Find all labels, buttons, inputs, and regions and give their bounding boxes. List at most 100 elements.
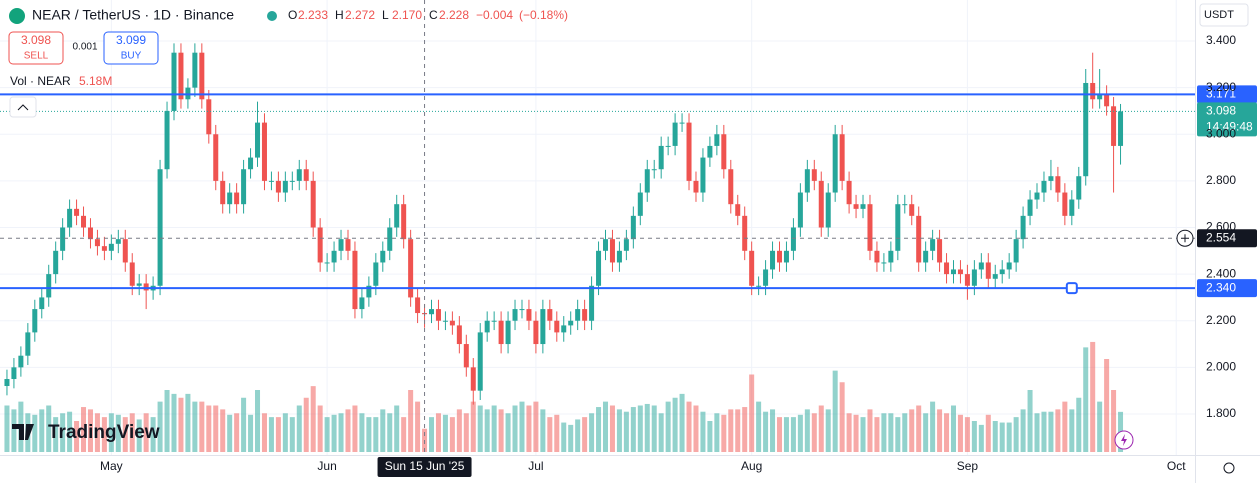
crosshair-date-badge (377, 457, 472, 477)
candle-body (18, 355, 24, 368)
candle-body (867, 204, 873, 251)
sell-label: SELL (24, 51, 49, 62)
candle-body (568, 320, 574, 326)
volume-bar (957, 414, 963, 452)
candle-body (909, 204, 915, 216)
volume-bar (790, 417, 796, 452)
candle-body (331, 250, 337, 263)
volume-bar (1090, 341, 1096, 452)
volume-last: 5.18M (79, 74, 112, 88)
candle-body (602, 239, 609, 251)
candle-body (380, 250, 386, 263)
candle-body (630, 215, 636, 240)
candle-body (756, 285, 762, 287)
volume-bar (665, 401, 671, 452)
volume-bar (1062, 401, 1068, 452)
candle-body (540, 309, 546, 345)
candle-body (129, 262, 135, 286)
volume-bar (1020, 409, 1026, 452)
candle-body (770, 250, 776, 270)
ohlc-value: 2.228 (439, 8, 469, 22)
candle-body (554, 320, 560, 333)
buy-button[interactable] (103, 31, 159, 65)
volume-bar (352, 405, 358, 452)
volume-bar (275, 417, 281, 452)
volume-bar (268, 417, 274, 452)
candle-body (60, 227, 66, 251)
currency-button[interactable] (1199, 3, 1249, 27)
volume-bar (477, 405, 483, 452)
candle-body (94, 239, 100, 247)
add-alert-icon (1181, 234, 1189, 243)
price-badge-label: 3.171 (1206, 87, 1236, 101)
y-tick-label: 2.400 (1206, 266, 1236, 280)
volume-bar (366, 417, 372, 452)
brand-logo (12, 424, 34, 440)
collapse-button[interactable] (9, 96, 37, 118)
candle-body (985, 262, 991, 279)
candle-body (930, 239, 936, 251)
candle-body (561, 325, 567, 333)
candle-body (484, 320, 490, 333)
candle-body (366, 285, 372, 298)
candle-body (115, 239, 121, 244)
volume-bar (484, 409, 490, 452)
candle-body (672, 122, 678, 146)
symbol-title[interactable]: NEAR / TetherUS · 1D · Binance (32, 7, 234, 23)
volume-bar (714, 413, 720, 452)
candle-body (345, 239, 351, 251)
volume-bar (909, 409, 915, 452)
volume-bar (895, 417, 901, 452)
volume-bar (568, 424, 574, 452)
volume-bar (763, 411, 769, 452)
y-tick-label: 1.800 (1206, 406, 1236, 420)
volume-bar (526, 405, 532, 452)
volume-bar (651, 405, 657, 452)
candle-body (825, 192, 831, 228)
line-handle[interactable] (1065, 282, 1078, 295)
volume-bar (686, 401, 692, 452)
y-tick-label: 2.200 (1206, 313, 1236, 327)
candle-body (1097, 94, 1103, 100)
volume-bar (630, 407, 636, 452)
volume-bar (832, 370, 838, 452)
volume-bar (227, 414, 233, 452)
volume-bar (261, 413, 267, 452)
volume-bar (415, 401, 421, 452)
volume-bar (770, 409, 776, 452)
buy-price: 3.099 (116, 33, 146, 47)
volume-bar (387, 413, 393, 452)
candle-body (282, 180, 288, 193)
candle-body (964, 274, 970, 286)
volume-bar (53, 417, 59, 452)
candle-body (895, 204, 901, 251)
ohlc-letter: L (382, 8, 389, 22)
candle-body (206, 99, 212, 135)
candle-body (296, 169, 302, 181)
volume-bar (783, 417, 789, 452)
volume-bar (241, 397, 247, 452)
candle-body (881, 262, 887, 264)
candle-body (477, 332, 483, 391)
volume-bar (519, 401, 525, 452)
volume-bar (108, 413, 114, 452)
events-bolt (1121, 434, 1127, 446)
volume-bar (540, 409, 546, 452)
countdown: 14:49:48 (1206, 120, 1253, 134)
candle-body (122, 239, 128, 263)
volume-bar (338, 413, 344, 452)
volume-bar (317, 405, 323, 452)
candle-body (658, 145, 664, 170)
market-status[interactable] (267, 11, 277, 21)
volume-bar (923, 413, 929, 452)
volume-bar (74, 421, 80, 452)
volume-bar (707, 421, 713, 452)
candle-body (1013, 239, 1019, 263)
symbol-logo (9, 8, 25, 24)
sell-button[interactable] (8, 31, 64, 65)
candle-body (261, 122, 267, 181)
volume-bar (1013, 417, 1019, 452)
settings-icon[interactable] (1223, 462, 1235, 474)
volume-bar (1048, 411, 1054, 452)
candle-body (310, 180, 316, 228)
